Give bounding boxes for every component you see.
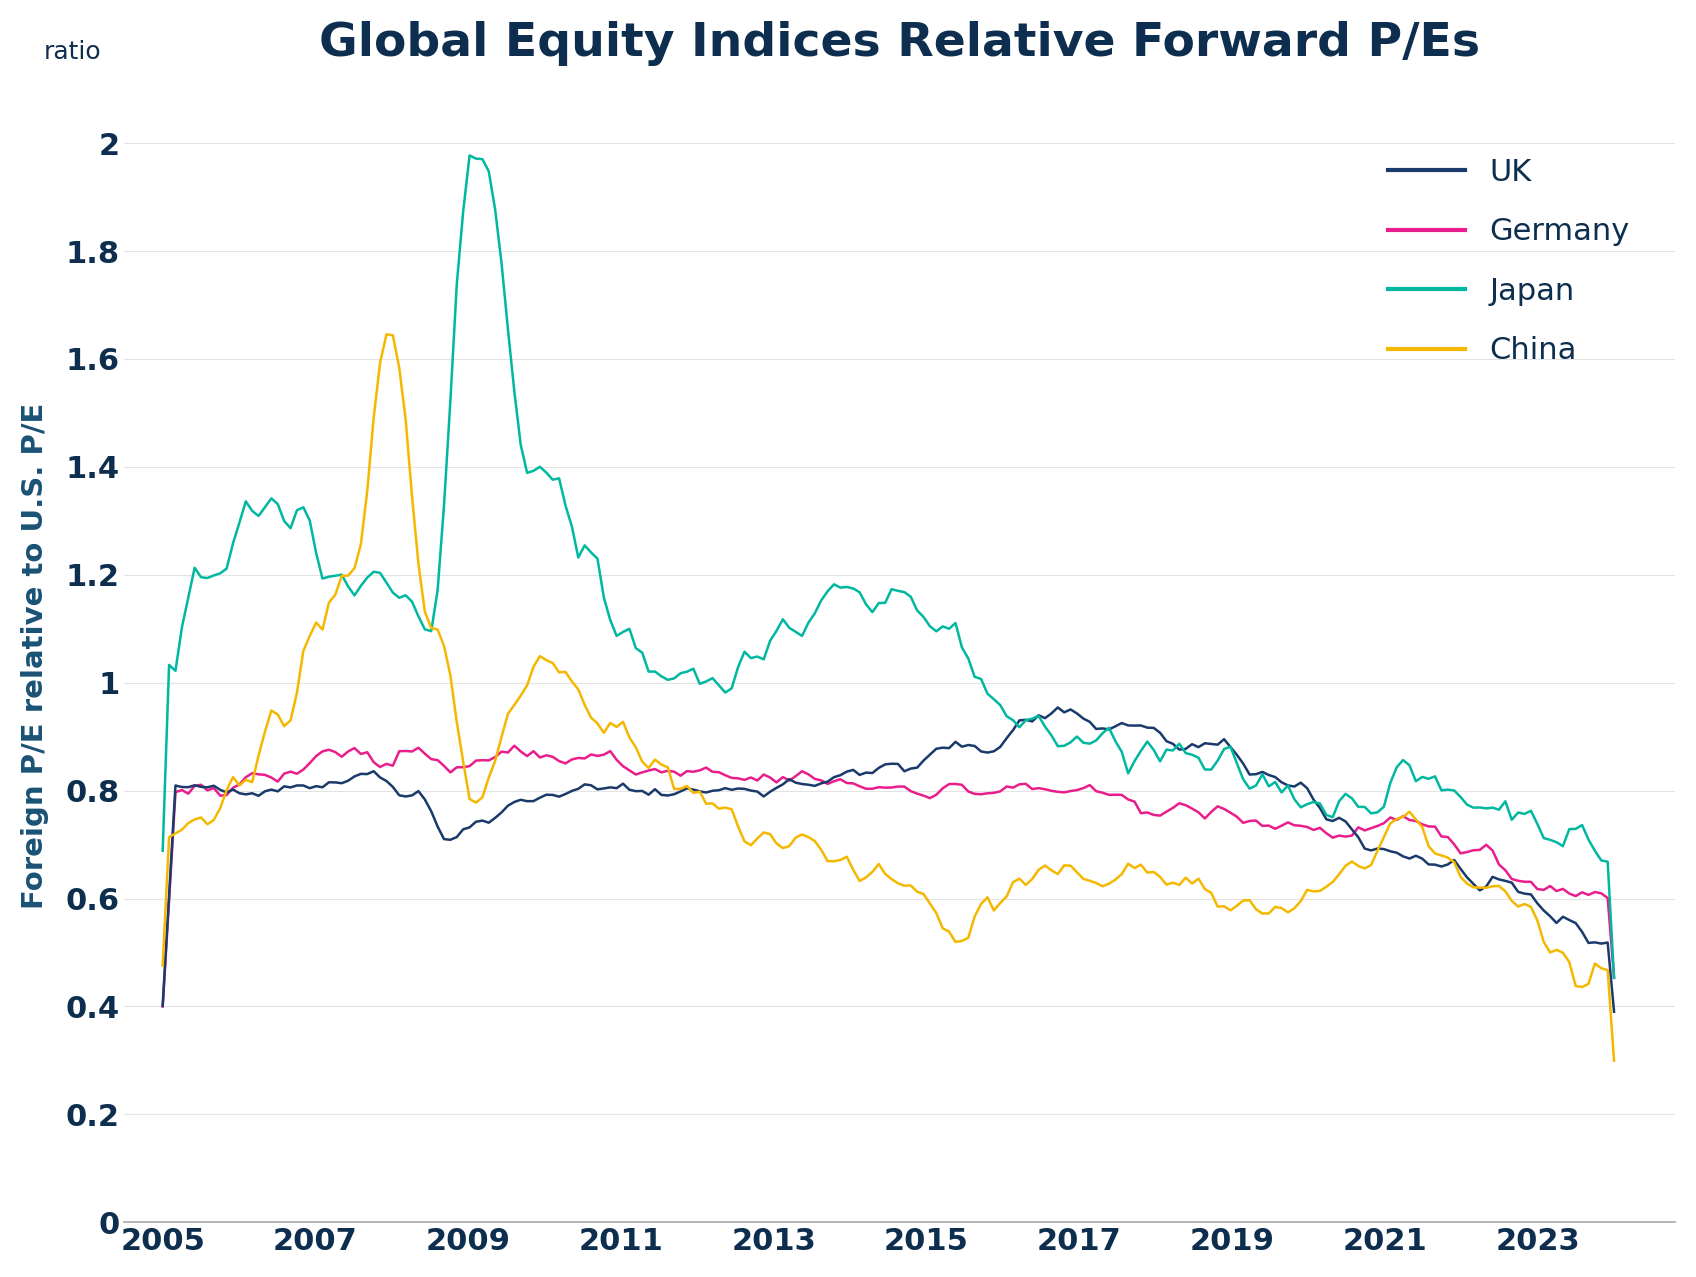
Japan (1604, 971, 1625, 986)
Germany (1099, 787, 1119, 802)
Japan (529, 460, 550, 475)
Line: UK: UK (163, 707, 1615, 1011)
Japan (1303, 794, 1323, 810)
Japan (1399, 757, 1420, 773)
Y-axis label: Foreign P/E relative to U.S. P/E: Foreign P/E relative to U.S. P/E (20, 402, 49, 909)
UK (153, 999, 173, 1014)
China (1099, 876, 1119, 891)
Line: Germany: Germany (163, 746, 1615, 1006)
Germany (504, 738, 524, 753)
Germany (1604, 971, 1625, 986)
Germany (524, 743, 544, 759)
UK (1099, 722, 1119, 737)
UK (1604, 1004, 1625, 1019)
Germany (529, 750, 550, 765)
Germany (1240, 813, 1260, 829)
Germany (153, 999, 173, 1014)
China (524, 659, 544, 674)
China (1399, 805, 1420, 820)
Line: Japan: Japan (163, 156, 1615, 978)
Title: Global Equity Indices Relative Forward P/Es: Global Equity Indices Relative Forward P… (319, 20, 1481, 66)
China (1240, 893, 1260, 908)
China (1604, 1054, 1625, 1069)
Germany (1303, 822, 1323, 838)
Legend: UK, Germany, Japan, China: UK, Germany, Japan, China (1358, 128, 1660, 396)
UK (1399, 850, 1420, 866)
UK (1240, 767, 1260, 783)
Japan (1099, 720, 1119, 736)
Germany (1399, 812, 1420, 827)
UK (1048, 700, 1068, 715)
China (529, 649, 550, 664)
UK (517, 793, 538, 808)
Line: China: China (163, 335, 1615, 1061)
China (1303, 884, 1323, 899)
Japan (460, 148, 480, 163)
Text: ratio: ratio (44, 40, 102, 64)
China (377, 327, 397, 342)
Japan (524, 464, 544, 479)
UK (1303, 792, 1323, 807)
China (153, 958, 173, 973)
Japan (153, 843, 173, 858)
Japan (1240, 782, 1260, 797)
UK (524, 793, 544, 808)
